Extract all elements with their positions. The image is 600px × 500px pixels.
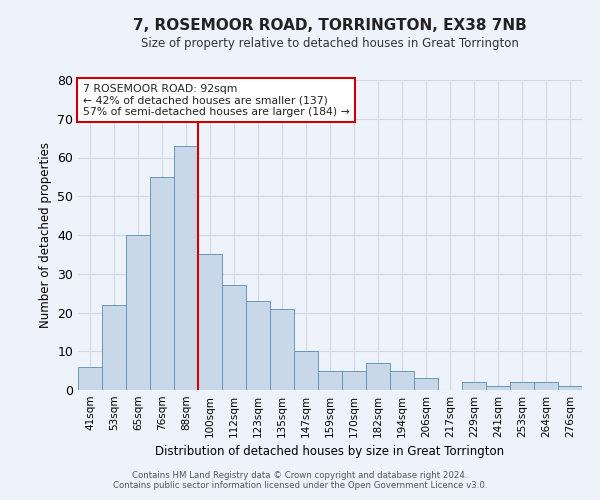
Bar — [342, 370, 366, 390]
Bar — [366, 363, 390, 390]
Text: Size of property relative to detached houses in Great Torrington: Size of property relative to detached ho… — [141, 38, 519, 51]
Text: Contains HM Land Registry data © Crown copyright and database right 2024.
Contai: Contains HM Land Registry data © Crown c… — [113, 470, 487, 490]
Bar — [390, 370, 414, 390]
X-axis label: Distribution of detached houses by size in Great Torrington: Distribution of detached houses by size … — [155, 446, 505, 458]
Bar — [198, 254, 222, 390]
Bar — [126, 235, 150, 390]
Bar — [462, 382, 486, 390]
Text: 7 ROSEMOOR ROAD: 92sqm
← 42% of detached houses are smaller (137)
57% of semi-de: 7 ROSEMOOR ROAD: 92sqm ← 42% of detached… — [83, 84, 350, 117]
Bar — [222, 286, 246, 390]
Bar — [510, 382, 534, 390]
Bar — [78, 367, 102, 390]
Y-axis label: Number of detached properties: Number of detached properties — [38, 142, 52, 328]
Bar — [534, 382, 558, 390]
Bar — [414, 378, 438, 390]
Bar — [102, 304, 126, 390]
Bar — [486, 386, 510, 390]
Bar — [318, 370, 342, 390]
Bar — [270, 308, 294, 390]
Bar — [174, 146, 198, 390]
Bar — [294, 351, 318, 390]
Bar — [150, 177, 174, 390]
Bar — [558, 386, 582, 390]
Text: 7, ROSEMOOR ROAD, TORRINGTON, EX38 7NB: 7, ROSEMOOR ROAD, TORRINGTON, EX38 7NB — [133, 18, 527, 32]
Bar — [246, 301, 270, 390]
